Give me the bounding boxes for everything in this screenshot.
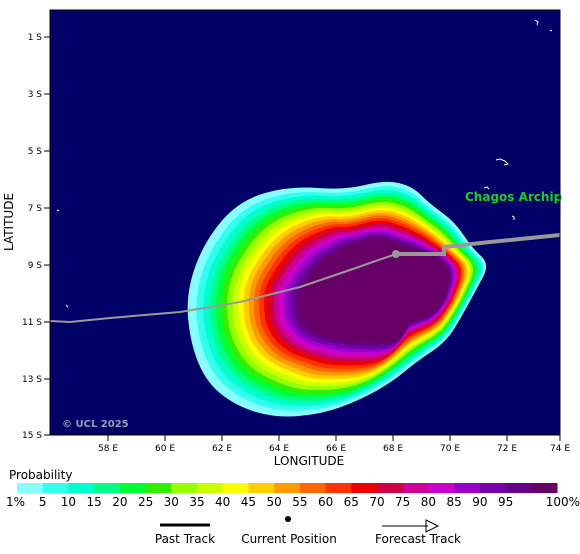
legend-label: 10 xyxy=(61,495,76,509)
legend-swatch xyxy=(428,483,455,493)
lon-tick-label: 60 E xyxy=(155,444,175,454)
y-axis-label: LATITUDE xyxy=(2,193,16,251)
lon-tick-label: 58 E xyxy=(98,444,118,454)
legend-label: 15 xyxy=(86,495,101,509)
lat-tick-label: 5 S xyxy=(28,147,43,157)
legend-label: 85 xyxy=(446,495,461,509)
probability-contour xyxy=(298,238,450,344)
lon-tick-label: 72 E xyxy=(497,444,517,454)
legend-label: 30 xyxy=(164,495,179,509)
lat-tick-label: 9 S xyxy=(28,261,43,271)
legend-swatch xyxy=(479,483,507,493)
legend-label: 25 xyxy=(138,495,153,509)
map-frame xyxy=(49,9,561,436)
storm-track xyxy=(50,233,560,324)
legend-label: 80 xyxy=(421,495,436,509)
legend-swatch xyxy=(94,483,121,493)
legend-swatch xyxy=(454,483,481,493)
lat-tick-label: 11 S xyxy=(22,318,42,328)
legend-swatch xyxy=(145,483,172,493)
legend-label: 35 xyxy=(189,495,204,509)
legend-swatch xyxy=(17,483,44,493)
lat-tick-label: 1 S xyxy=(28,33,43,43)
past-track-key-label: Past Track xyxy=(155,532,215,546)
legend-title: Probability xyxy=(9,468,72,482)
legend-label: 50 xyxy=(266,495,281,509)
x-axis-label: LONGITUDE xyxy=(274,454,344,468)
past-track-line xyxy=(50,253,397,324)
legend-swatch xyxy=(351,483,378,493)
legend-swatch xyxy=(171,483,198,493)
latitude-axis: 1 S 3 S 5 S 7 S 9 S 11 S 13 S 15 S xyxy=(22,33,50,441)
lon-tick-label: 70 E xyxy=(440,444,460,454)
legend-label: 40 xyxy=(215,495,230,509)
lon-tick-label: 66 E xyxy=(326,444,346,454)
legend-swatch xyxy=(505,483,532,493)
probability-contours xyxy=(187,181,487,417)
current-position-key-icon xyxy=(285,516,291,522)
legend-label: 70 xyxy=(369,495,384,509)
legend-swatch xyxy=(402,483,429,493)
legend-swatch xyxy=(299,483,327,493)
lat-tick-label: 7 S xyxy=(28,204,43,214)
legend-swatch xyxy=(377,483,404,493)
probability-legend: 1% 5 10 15 20 25 30 35 40 45 50 55 60 65 70 75 80 85 90 95 1… xyxy=(6,483,580,509)
islands xyxy=(56,19,553,308)
arrow-right-icon xyxy=(425,519,440,533)
legend-swatch xyxy=(68,483,95,493)
lon-tick-label: 68 E xyxy=(383,444,403,454)
track-key: Past Track Current Position Forecast Tra… xyxy=(155,516,461,546)
lat-tick-label: 15 S xyxy=(22,431,42,441)
legend-swatch xyxy=(274,483,301,493)
legend-label: 20 xyxy=(112,495,127,509)
longitude-axis: 58 E 60 E 62 E 64 E 66 E 68 E 70 E 72 E 74 E xyxy=(98,435,570,454)
legend-label: 55 xyxy=(292,495,307,509)
lon-tick-label: 62 E xyxy=(212,444,232,454)
legend-swatch xyxy=(531,483,558,493)
legend-swatch xyxy=(325,483,352,493)
lat-tick-label: 13 S xyxy=(22,375,42,385)
legend-label: 5 xyxy=(39,495,47,509)
lon-tick-label: 64 E xyxy=(269,444,289,454)
legend-label: 60 xyxy=(318,495,333,509)
legend-swatch xyxy=(119,483,147,493)
lat-tick-label: 3 S xyxy=(28,90,43,100)
legend-label: 90 xyxy=(472,495,487,509)
legend-label: 1% xyxy=(6,495,25,509)
legend-swatch xyxy=(248,483,275,493)
legend-swatch xyxy=(197,483,224,493)
legend-label: 75 xyxy=(395,495,410,509)
legend-label: 45 xyxy=(241,495,256,509)
place-label: Chagos Archip xyxy=(465,190,563,204)
legend-swatch xyxy=(42,483,69,493)
current-position-key-label: Current Position xyxy=(241,532,337,546)
legend-label: 65 xyxy=(344,495,359,509)
current-position-marker xyxy=(392,250,400,258)
copyright-label: © UCL 2025 xyxy=(62,419,129,430)
lon-tick-label: 74 E xyxy=(550,444,570,454)
legend-label: 95 xyxy=(498,495,513,509)
legend-swatch xyxy=(222,483,249,493)
forecast-track-key-label: Forecast Track xyxy=(375,532,461,546)
legend-label: 100% xyxy=(546,495,580,509)
forecast-track-line xyxy=(396,233,560,256)
